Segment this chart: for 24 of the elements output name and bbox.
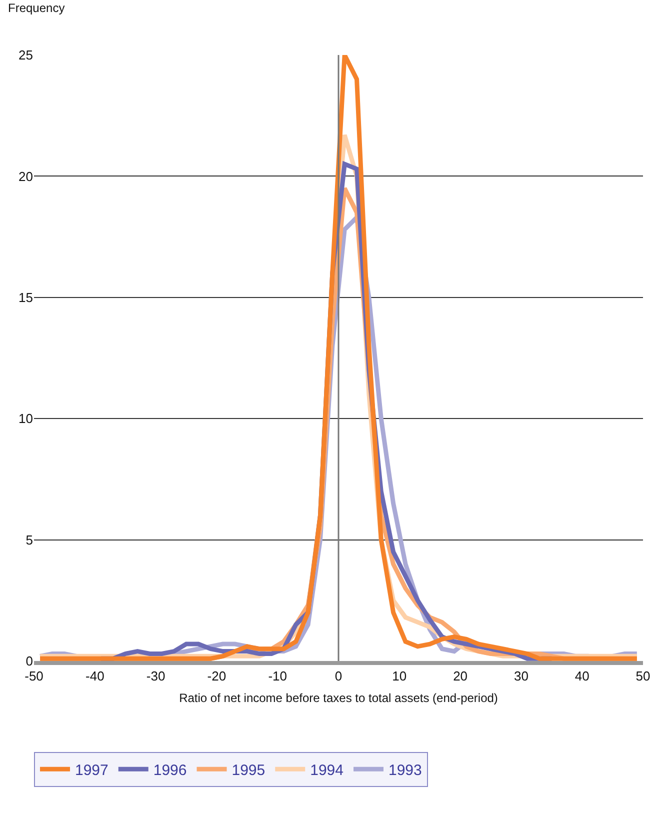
y-tick-label: 20 [18, 168, 33, 184]
y-tick-label: 15 [18, 290, 33, 305]
x-tick-label: -40 [86, 668, 104, 684]
x-tick-label: 10 [392, 668, 407, 684]
x-tick-label: -20 [207, 668, 226, 684]
x-tick-label: 50 [636, 668, 650, 684]
x-tick-label: 0 [334, 668, 342, 684]
x-tick-label: -10 [268, 668, 287, 684]
legend-label: 1994 [310, 762, 344, 779]
legend-label: 1996 [153, 762, 187, 779]
x-axis-title: Ratio of net income before taxes to total assets (end-period) [179, 691, 498, 705]
x-tick-label: 20 [453, 668, 468, 684]
y-tick-label: 25 [18, 48, 33, 63]
legend-label: 1993 [388, 762, 422, 779]
y-axis-title: Frequency [8, 1, 65, 15]
x-tick-label: 30 [514, 668, 528, 684]
y-tick-label: 5 [26, 532, 33, 548]
x-tick-label: 40 [574, 668, 590, 684]
legend-label: 1995 [232, 762, 266, 779]
y-tick-label: 0 [26, 654, 33, 669]
y-tick-label: 10 [18, 411, 33, 426]
x-tick-label: -50 [24, 668, 44, 684]
legend-label: 1997 [75, 762, 108, 779]
x-tick-label: -30 [146, 668, 166, 684]
